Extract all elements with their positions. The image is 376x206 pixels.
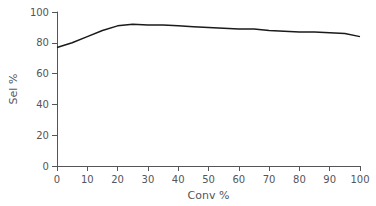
svg-text:0: 0 [43, 161, 49, 172]
svg-text:40: 40 [172, 174, 185, 185]
svg-text:Sel %: Sel % [7, 74, 20, 105]
svg-text:20: 20 [36, 130, 49, 141]
svg-text:30: 30 [142, 174, 155, 185]
svg-text:70: 70 [263, 174, 276, 185]
svg-text:60: 60 [232, 174, 245, 185]
svg-text:10: 10 [81, 174, 94, 185]
svg-text:100: 100 [30, 7, 49, 18]
svg-text:20: 20 [111, 174, 124, 185]
svg-text:90: 90 [323, 174, 336, 185]
svg-text:0: 0 [54, 174, 60, 185]
svg-text:100: 100 [350, 174, 369, 185]
svg-text:40: 40 [36, 99, 49, 110]
svg-text:Conv %: Conv % [188, 189, 230, 202]
svg-text:80: 80 [293, 174, 306, 185]
svg-text:60: 60 [36, 68, 49, 79]
svg-text:80: 80 [36, 37, 49, 48]
svg-text:50: 50 [202, 174, 215, 185]
